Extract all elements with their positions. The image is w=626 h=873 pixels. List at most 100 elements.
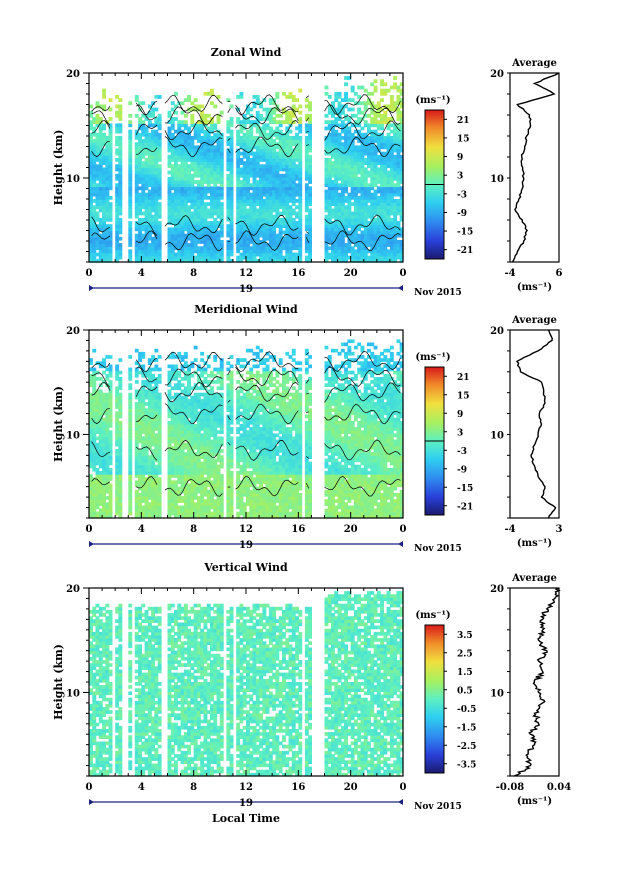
- heatmap-cell: [396, 173, 401, 178]
- heatmap-cell: [174, 176, 178, 181]
- heatmap-cell: [386, 217, 391, 222]
- heatmap-cell: [229, 224, 234, 228]
- heatmap-cell: [357, 205, 362, 210]
- heatmap-cell: [216, 142, 221, 147]
- heatmap-cell: [190, 221, 195, 225]
- heatmap-cell: [331, 240, 335, 244]
- heatmap-cell: [327, 246, 332, 251]
- heatmap-cell: [334, 233, 339, 238]
- heatmap-cell: [324, 195, 329, 200]
- heatmap-cell: [128, 164, 133, 169]
- heatmap-cell: [304, 246, 309, 251]
- heatmap-cell: [344, 205, 348, 210]
- heatmap-cell: [134, 199, 139, 203]
- heatmap-cell: [272, 164, 277, 169]
- heatmap-cell: [347, 164, 352, 169]
- heatmap-cell: [92, 126, 97, 131]
- heatmap-cell: [386, 148, 391, 153]
- heatmap-cell: [246, 202, 250, 206]
- colorbar-tick-label: 9: [457, 153, 463, 163]
- heatmap-cell: [344, 189, 348, 194]
- heatmap-cell: [360, 126, 365, 131]
- heatmap-cell: [190, 113, 195, 118]
- heatmap-cell: [386, 221, 391, 225]
- heatmap-cell: [242, 199, 247, 203]
- heatmap-cell: [249, 183, 254, 188]
- heatmap-cell: [105, 136, 110, 140]
- heatmap-cell: [170, 164, 175, 169]
- heatmap-cell: [236, 176, 241, 181]
- heatmap-cell: [291, 243, 296, 247]
- heatmap-cell: [265, 192, 270, 197]
- heatmap-cell: [226, 192, 231, 197]
- heatmap-cell: [363, 101, 368, 106]
- heatmap-cell: [187, 192, 191, 197]
- heatmap-cell: [268, 233, 273, 238]
- heatmap-cell: [386, 183, 391, 188]
- heatmap-cell: [376, 139, 381, 143]
- heatmap-cell: [353, 186, 358, 191]
- heatmap-cell: [141, 236, 146, 241]
- heatmap-cell: [285, 95, 290, 99]
- heatmap-cell: [89, 202, 93, 206]
- heatmap-cell: [357, 101, 362, 106]
- heatmap-cell: [187, 217, 191, 222]
- heatmap-cell: [246, 145, 250, 150]
- heatmap-cell: [229, 192, 234, 197]
- heatmap-cell: [373, 246, 378, 251]
- heatmap-cell: [190, 236, 195, 241]
- heatmap-cell: [210, 252, 214, 257]
- heatmap-cell: [196, 252, 201, 257]
- heatmap-cell: [239, 224, 244, 228]
- heatmap-cell: [138, 107, 142, 112]
- heatmap-cell: [200, 240, 205, 244]
- heatmap-cell: [350, 148, 355, 153]
- heatmap-cell: [89, 439, 93, 444]
- heatmap-cell: [147, 246, 152, 251]
- heatmap-cell: [154, 258, 159, 263]
- heatmap-cell: [236, 173, 241, 178]
- heatmap-cell: [108, 123, 113, 128]
- contour-line: [91, 230, 401, 251]
- heatmap-cell: [89, 151, 93, 156]
- heatmap-cell: [285, 202, 290, 206]
- heatmap-cell: [334, 192, 339, 197]
- heatmap-cell: [134, 240, 139, 244]
- heatmap-cell: [265, 214, 270, 219]
- heatmap-cell: [308, 255, 312, 260]
- heatmap-cell: [304, 183, 309, 188]
- heatmap-cell: [265, 154, 270, 159]
- heatmap-cell: [170, 202, 175, 206]
- heatmap-cell: [298, 164, 303, 169]
- heatmap-cell: [115, 113, 120, 118]
- heatmap-cell: [308, 161, 312, 165]
- heatmap-cell: [262, 151, 267, 156]
- heatmap-cell: [282, 186, 286, 191]
- heatmap-cell: [102, 249, 106, 254]
- heatmap-cell: [278, 224, 283, 228]
- heatmap-cell: [210, 214, 214, 219]
- heatmap-cell: [357, 221, 362, 225]
- heatmap-cell: [353, 233, 358, 238]
- heatmap-cell: [213, 145, 218, 150]
- heatmap-cell: [393, 236, 398, 241]
- heatmap-cell: [295, 98, 299, 102]
- heatmap-cell: [282, 199, 286, 203]
- heatmap-cell: [118, 449, 123, 453]
- heatmap-cell: [180, 161, 185, 165]
- heatmap-cell: [295, 240, 299, 244]
- heatmap-cell: [334, 117, 339, 121]
- heatmap-cell: [324, 208, 329, 213]
- heatmap-cell: [236, 167, 241, 172]
- heatmap-cell: [92, 192, 97, 197]
- heatmap-cell: [278, 139, 283, 143]
- heatmap-cell: [399, 139, 404, 143]
- heatmap-cell: [147, 192, 152, 197]
- heatmap-cell: [373, 161, 378, 165]
- heatmap-cell: [108, 126, 113, 131]
- heatmap-cell: [386, 170, 391, 175]
- heatmap-cell: [134, 246, 139, 251]
- heatmap-cell: [383, 151, 388, 156]
- heatmap-cell: [157, 113, 162, 118]
- heatmap-cell: [344, 148, 348, 153]
